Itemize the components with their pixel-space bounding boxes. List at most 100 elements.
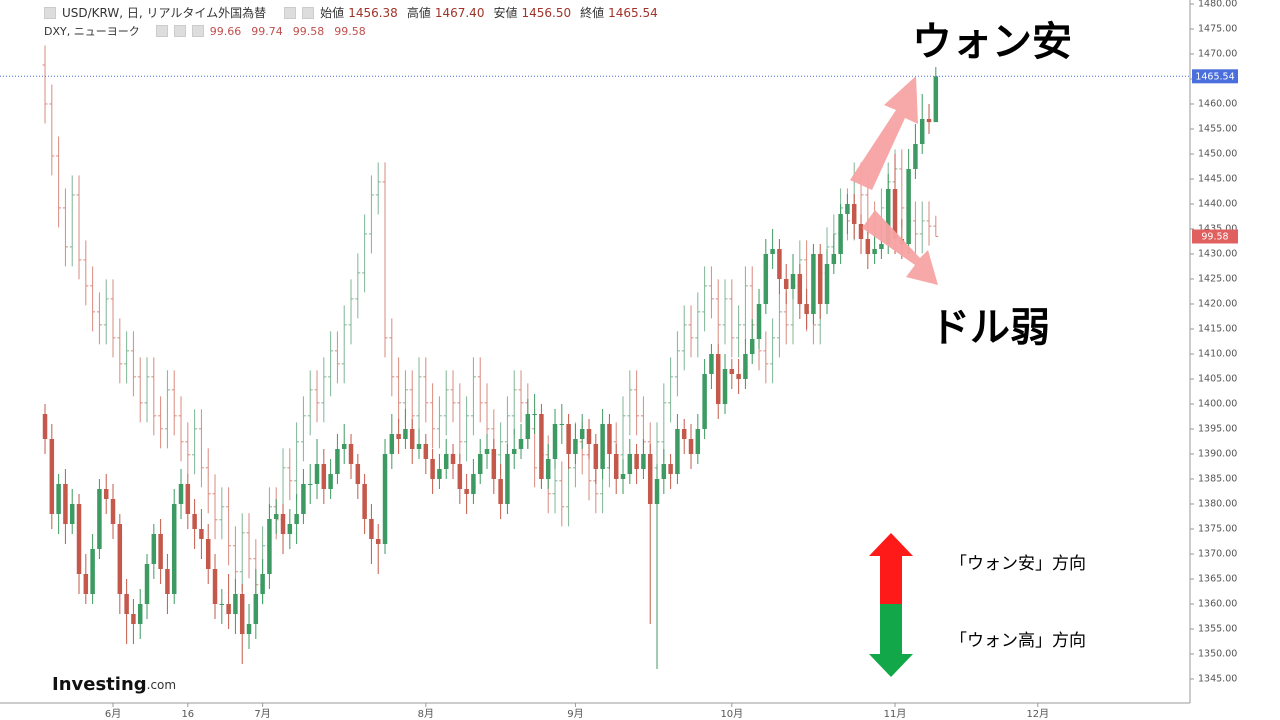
candle-body (763, 254, 769, 304)
y-tick-label: 1460.00 (1198, 99, 1237, 110)
candle-body (539, 414, 544, 479)
candle-body (675, 429, 680, 474)
candle-body (552, 424, 558, 459)
candle-body (301, 484, 306, 514)
candle-body (579, 429, 585, 439)
candle-body (573, 439, 578, 454)
candle-body (722, 369, 728, 404)
arrow-body-down (880, 604, 902, 655)
candle-body (477, 454, 483, 474)
candle-body (505, 454, 510, 504)
hide-icon[interactable] (173, 25, 186, 37)
candle-body (131, 614, 136, 624)
candle-body (919, 119, 925, 144)
y-tick-label: 1380.00 (1198, 499, 1237, 510)
y-tick-label: 1390.00 (1198, 449, 1237, 460)
brand-logo: Investing.com (52, 674, 176, 695)
y-tick-label: 1365.00 (1198, 574, 1237, 585)
annotation: ウォン安 (912, 19, 1072, 65)
last-price-box (1192, 69, 1238, 84)
y-tick-label: 1410.00 (1198, 349, 1237, 360)
y-tick-label: 1375.00 (1198, 524, 1237, 535)
collapse-icon[interactable] (44, 6, 56, 19)
candle-body (341, 444, 347, 449)
candle-body (879, 244, 884, 249)
candle-body (797, 274, 803, 304)
candle-body (600, 424, 605, 469)
candle-body (627, 454, 633, 474)
x-tick-label: 6月 (105, 708, 121, 720)
candle-body (511, 449, 517, 454)
trend-arrows (850, 76, 938, 285)
candle-body (83, 574, 89, 594)
y-tick-label: 1350.00 (1198, 649, 1237, 660)
candle-body (498, 479, 503, 504)
brand-name: Investing (52, 674, 147, 695)
candle-body (280, 514, 286, 534)
candle-body (233, 594, 238, 614)
candle-body (641, 454, 646, 469)
candle-body (457, 464, 463, 489)
candle-body (56, 484, 61, 514)
candle-body (681, 429, 687, 439)
candle-body (348, 444, 354, 464)
candle-body (76, 504, 82, 574)
candle-body (668, 464, 673, 474)
candle-body (865, 239, 871, 254)
y-tick-label: 1405.00 (1198, 374, 1237, 385)
overlay-value: 99.74 (251, 24, 283, 38)
candle-body (838, 214, 843, 254)
candle-body (430, 459, 435, 479)
candle-body (464, 489, 469, 494)
annotation: ドル弱 (930, 305, 1050, 351)
candle-body (287, 524, 293, 534)
candle-body (205, 539, 211, 569)
candle-body (933, 76, 939, 123)
overlay-value: 99.66 (209, 24, 242, 38)
candle-body (90, 549, 95, 594)
readout-label: 安値 (493, 6, 518, 20)
candle-body (729, 369, 735, 374)
candle-body (219, 604, 225, 605)
candle-body (661, 464, 667, 479)
candle-body (715, 354, 721, 404)
candle-body (613, 454, 619, 479)
candle-body (294, 514, 299, 524)
settings-icon[interactable] (155, 25, 168, 37)
candle-body (239, 594, 245, 634)
y-tick-label: 1475.00 (1198, 24, 1237, 35)
candle-body (273, 514, 279, 519)
candle-body (355, 464, 361, 484)
candle-body (783, 279, 789, 289)
readout-label: 終値 (580, 6, 605, 20)
close-icon[interactable] (191, 25, 204, 37)
candle-body (709, 354, 714, 374)
header-overlay: DXY, ニューヨーク 99.66 99.74 99.58 99.58 (44, 23, 372, 39)
x-tick-label: 16 (181, 709, 194, 720)
candle-body (396, 434, 401, 439)
candle-body (872, 249, 877, 254)
candle-body (906, 169, 911, 244)
candle-body (110, 499, 116, 524)
y-tick-label: 1450.00 (1198, 149, 1237, 160)
readout-value: 1465.54 (608, 5, 658, 20)
candle-body (688, 439, 694, 454)
settings-icon[interactable] (284, 6, 297, 19)
candle-body (647, 454, 653, 504)
candle-body (314, 464, 320, 484)
x-tick-label: 11月 (884, 708, 907, 720)
candle-body (171, 504, 177, 594)
candle-body (749, 339, 755, 354)
candle-body (654, 479, 660, 504)
hide-icon[interactable] (302, 6, 315, 19)
candle-body (634, 454, 639, 469)
y-tick-label: 1395.00 (1198, 424, 1237, 435)
y-tick-label: 1455.00 (1198, 124, 1237, 135)
candle-body (695, 429, 701, 454)
candle-body (307, 484, 313, 485)
arrow-body-up (880, 555, 902, 604)
candle-body (49, 439, 55, 514)
